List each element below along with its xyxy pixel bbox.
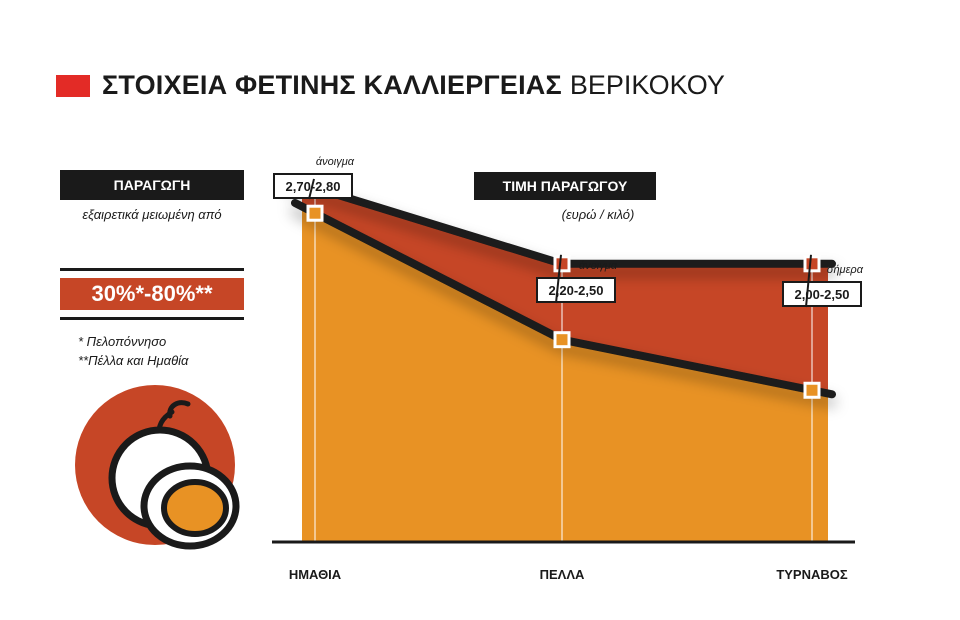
- x-label-tyrnavos: ΤΥΡΝΑΒΟΣ: [776, 567, 848, 582]
- status-imathia: άνοιγμα: [316, 156, 355, 168]
- marker-max-2: [803, 255, 821, 273]
- footnote-1: * Πελοπόννησο: [78, 334, 167, 349]
- status-tyrnavos: σήμερα: [827, 264, 864, 276]
- price-label-tyrnavos: 2,00-2,50 σήμερα: [782, 254, 864, 308]
- price-value-pella: 2,20-2,50: [549, 283, 604, 298]
- x-label-pella: ΠΕΛΛΑ: [540, 567, 585, 582]
- status-pella: άνοιγμα: [579, 260, 618, 272]
- x-label-imathia: ΗΜΑΘΙΑ: [289, 567, 342, 582]
- chart-subtitle: (ευρώ / κιλό): [562, 207, 635, 222]
- production-label: ΠΑΡΑΓΩΓΗ: [60, 170, 244, 200]
- footnotes: * Πελοπόννησο **Πέλλα και Ημαθία: [78, 332, 188, 370]
- marker-max-1: [553, 255, 571, 273]
- marker-min-2: [803, 381, 821, 399]
- apricot-icon: [75, 385, 240, 550]
- price-label-pella: 2,20-2,50 άνοιγμα: [536, 254, 618, 304]
- price-label-imathia: 2,70-2,80 άνοιγμα: [273, 156, 355, 200]
- title-row: ΣΤΟΙΧΕΙΑ ΦΕΤΙΝΗΣ ΚΑΛΛΙΕΡΓΕΙΑΣ ΒΕΡΙΚΟΚΟΥ: [56, 70, 725, 101]
- title-marker: [56, 74, 90, 97]
- chart-title-bar: [474, 172, 656, 200]
- page-title-subject: ΒΕΡΙΚΟΚΟΥ: [569, 70, 725, 100]
- page-title: ΣΤΟΙΧΕΙΑ ΦΕΤΙΝΗΣ ΚΑΛΛΙΕΡΓΕΙΑΣ: [102, 70, 562, 100]
- lower-band-area: [302, 206, 828, 542]
- production-description: εξαιρετικά μειωμένη από: [82, 207, 222, 222]
- chart-title: ΤΙΜΗ ΠΑΡΑΓΩΓΟΥ: [503, 178, 628, 194]
- production-range-box: 30%*-80%**: [60, 268, 244, 320]
- price-value-tyrnavos: 2,00-2,50: [795, 287, 850, 302]
- production-range: 30%*-80%**: [60, 278, 244, 310]
- production-panel: ΠΑΡΑΓΩΓΗ εξαιρετικά μειωμένη από: [60, 170, 244, 224]
- marker-min-0: [306, 204, 324, 222]
- marker-min-1: [553, 331, 571, 349]
- footnote-2: **Πέλλα και Ημαθία: [78, 353, 189, 368]
